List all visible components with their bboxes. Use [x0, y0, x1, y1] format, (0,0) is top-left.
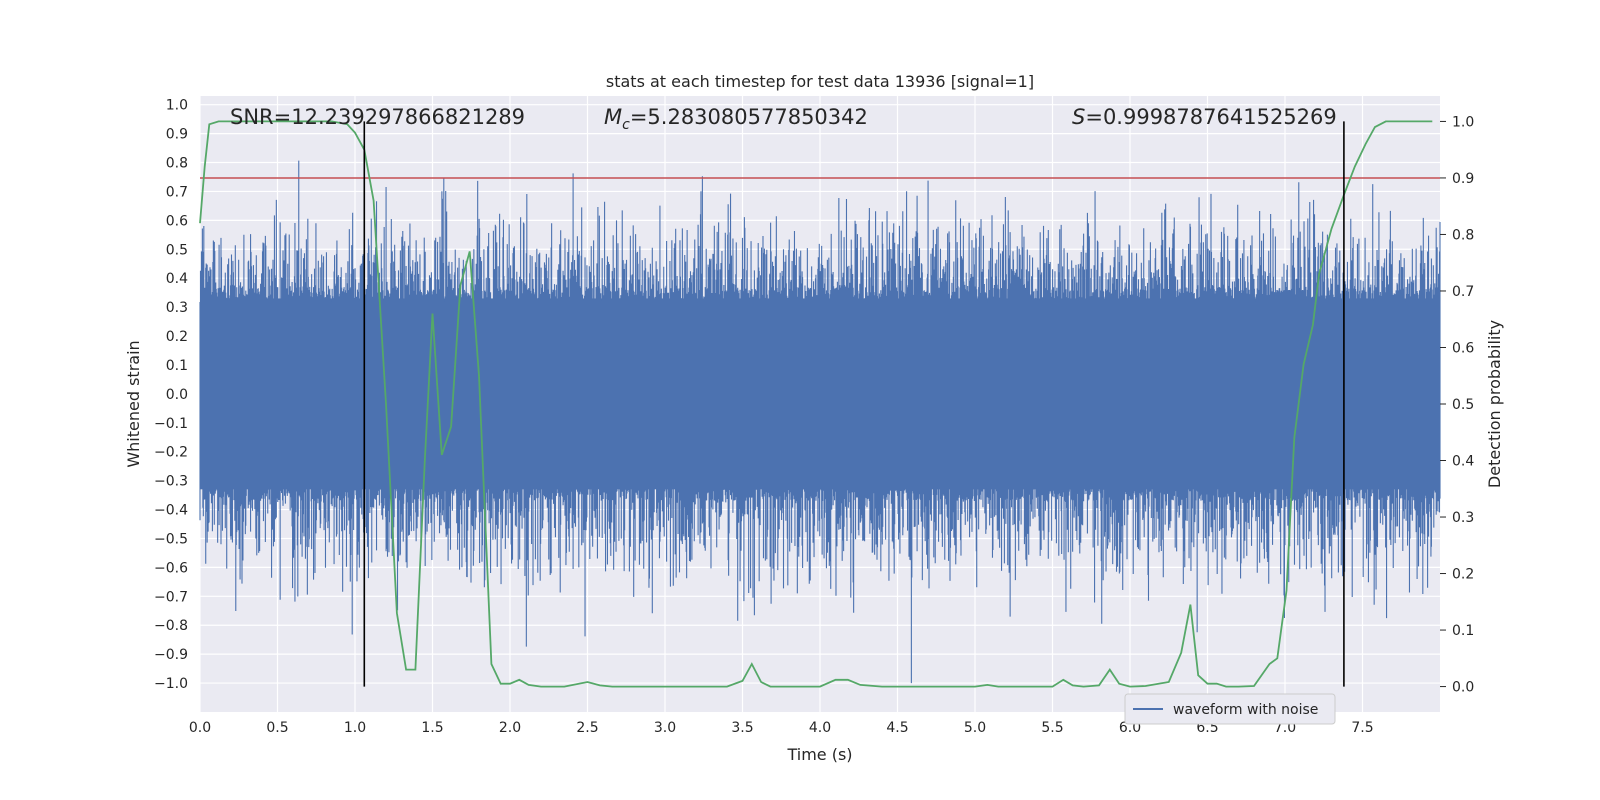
x-tick-label: 2.0 — [499, 720, 521, 736]
probability-line — [199, 120, 1433, 688]
legend: waveform with noise — [1124, 693, 1336, 725]
y-right-tick-label: 0.4 — [1452, 454, 1474, 470]
x-tick-label: 1.0 — [344, 720, 366, 736]
y-left-ticks: 1.0 0.9 0.8 0.7 0.6 0.5 0.4 0.3 0.2 0.1 0.0 −0.1 −0.… — [154, 98, 188, 692]
chirp-mass-annotation: Mc=5.283080577850342 — [604, 105, 868, 133]
y-left-tick-label: −0.6 — [154, 560, 188, 576]
y-left-tick-label: 0.2 — [166, 329, 188, 345]
y-left-tick-label: 0.5 — [166, 242, 188, 258]
s-symbol: S — [1072, 105, 1085, 129]
y-left-tick-label: −0.5 — [154, 531, 188, 547]
y-right-tick-label: 1.0 — [1452, 114, 1474, 130]
y-left-tick-label: 1.0 — [166, 98, 188, 114]
x-tick-label: 3.5 — [731, 720, 753, 736]
s-value: =0.9998787641525269 — [1085, 105, 1336, 129]
y-right-tick-label: 0.7 — [1452, 284, 1474, 300]
x-tick-label: 4.0 — [809, 720, 831, 736]
y-left-tick-label: 0.6 — [166, 213, 188, 229]
x-tick-label: 0.5 — [266, 720, 288, 736]
mc-symbol: M — [604, 105, 622, 129]
legend-label-waveform: waveform with noise — [1173, 702, 1318, 718]
x-tick-label: 3.0 — [654, 720, 676, 736]
y-left-tick-label: −0.8 — [154, 618, 188, 634]
y-right-axis-label: Detection probability — [1485, 320, 1504, 488]
y-left-tick-label: −0.2 — [154, 445, 188, 461]
chart-title: stats at each timestep for test data 139… — [606, 72, 1034, 91]
x-tick-label: 5.5 — [1041, 720, 1063, 736]
y-left-tick-label: −0.4 — [154, 503, 188, 519]
y-left-axis-label: Whitened strain — [124, 340, 143, 467]
y-left-tick-label: −0.1 — [154, 416, 188, 432]
y-right-tick-label: 0.0 — [1452, 680, 1474, 696]
legend-box — [1124, 693, 1336, 725]
y-right-tick-label: 0.9 — [1452, 171, 1474, 187]
mc-value: =5.283080577850342 — [630, 105, 868, 129]
probability-series — [199, 120, 1440, 688]
y-right-tick-label: 0.5 — [1452, 397, 1474, 413]
mc-subscript: c — [622, 117, 630, 133]
y-left-tick-label: −0.3 — [154, 474, 188, 490]
x-tick-label: 4.5 — [886, 720, 908, 736]
s-annotation: S=0.9998787641525269 — [1072, 105, 1337, 129]
y-right-tick-label: 0.2 — [1452, 567, 1474, 583]
x-tick-label: 2.5 — [576, 720, 598, 736]
y-right-tick-label: 0.1 — [1452, 623, 1474, 639]
y-left-tick-label: 0.8 — [166, 156, 188, 172]
y-right-tick-label: 0.6 — [1452, 340, 1474, 356]
x-tick-label: 0.0 — [189, 720, 211, 736]
x-tick-label: 7.5 — [1351, 720, 1373, 736]
x-tick-label: 1.5 — [421, 720, 443, 736]
y-left-tick-label: 0.3 — [166, 300, 188, 316]
y-right-tick-label: 0.8 — [1452, 227, 1474, 243]
waveform-line — [199, 160, 1441, 684]
y-right-tick-label: 0.3 — [1452, 510, 1474, 526]
y-left-tick-label: 0.9 — [166, 127, 188, 143]
vertical-markers — [363, 121, 1345, 687]
y-left-tick-label: 0.1 — [166, 358, 188, 374]
y-left-tick-label: 0.7 — [166, 184, 188, 200]
y-left-tick-label: −0.7 — [154, 589, 188, 605]
snr-annotation: SNR=12.239297866821289 — [230, 105, 525, 129]
y-left-tick-label: −0.9 — [154, 647, 188, 663]
y-right-ticks: 1.0 0.9 0.8 0.7 0.6 0.5 0.4 0.3 0.2 0.1 0.0 — [1440, 114, 1474, 696]
y-left-tick-label: 0.4 — [166, 271, 188, 287]
y-left-tick-label: −1.0 — [154, 676, 188, 692]
y-left-tick-label: 0.0 — [166, 387, 188, 403]
x-axis-label: Time (s) — [786, 745, 852, 764]
x-tick-label: 5.0 — [964, 720, 986, 736]
waveform-series — [199, 160, 1441, 684]
